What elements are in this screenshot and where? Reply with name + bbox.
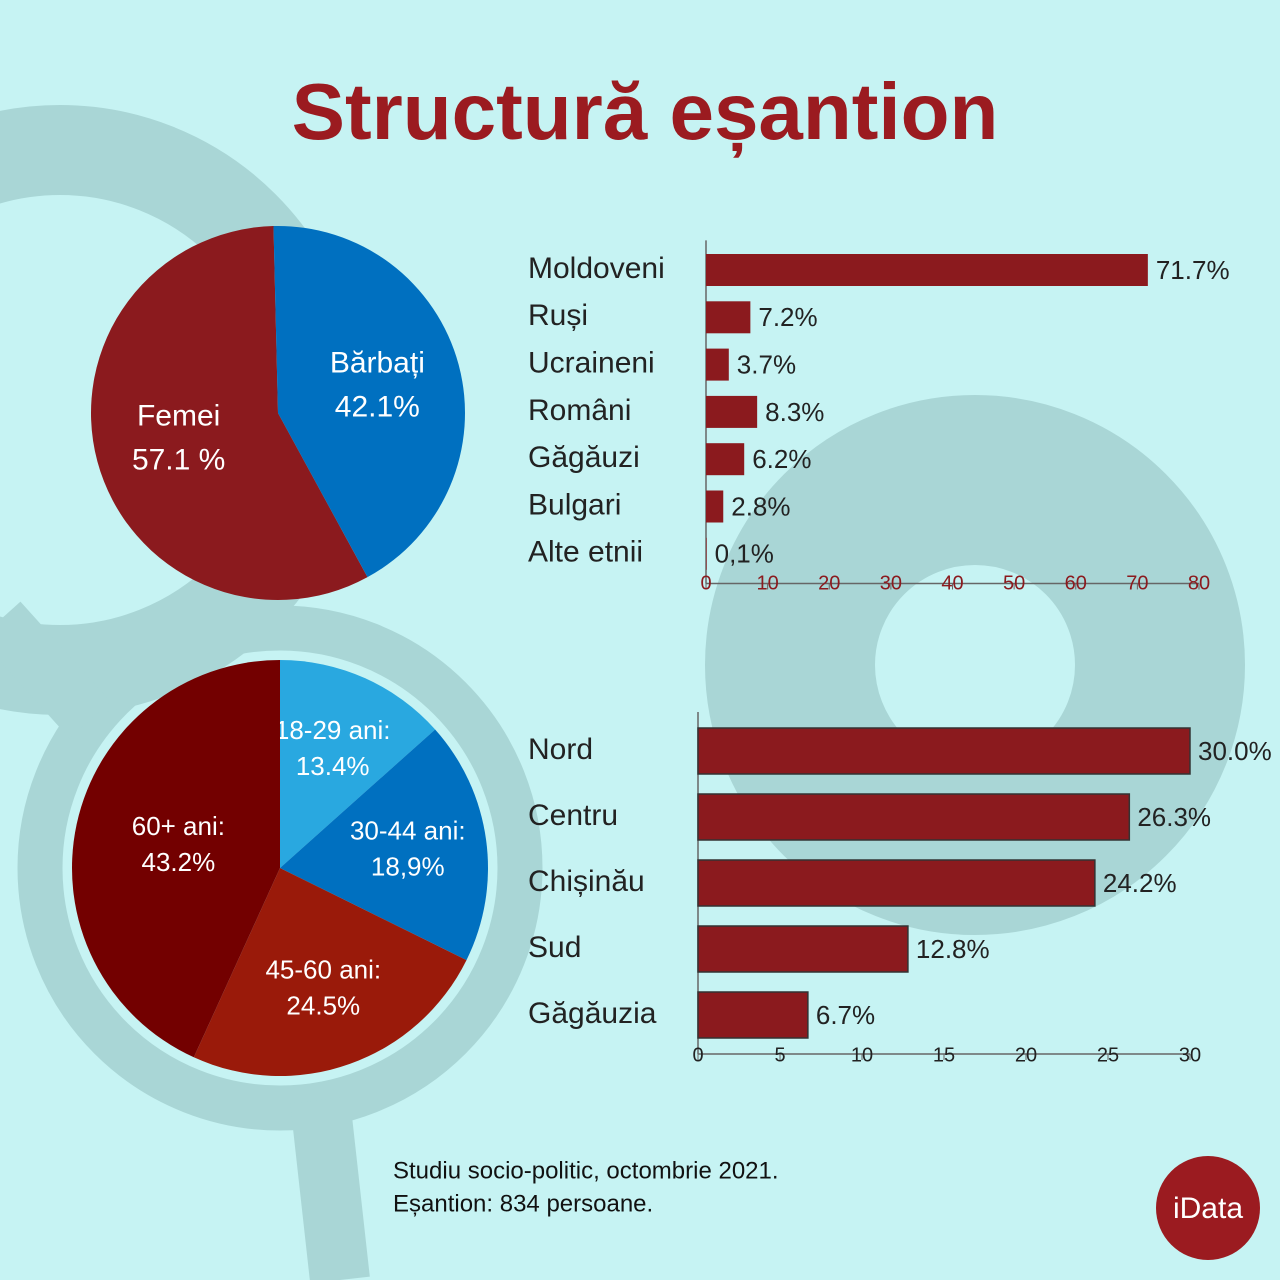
value-label: 8.3%	[765, 397, 824, 427]
pie-slice	[193, 868, 467, 1076]
x-tick-label: 20	[1015, 1044, 1037, 1066]
bar	[706, 490, 724, 523]
footnote: Studiu socio-politic, octombrie 2021.	[393, 1157, 779, 1184]
slice-label: 30-44 ani:	[350, 816, 466, 846]
slice-label: Femei	[137, 400, 220, 433]
bar	[706, 395, 758, 428]
category-label: Chișinău	[528, 865, 645, 898]
bar	[697, 925, 909, 973]
pie-slice	[72, 660, 280, 1058]
value-label: 12.8%	[916, 934, 990, 964]
bar	[697, 793, 1131, 841]
x-tick-label: 20	[818, 572, 840, 594]
bar	[697, 727, 1191, 775]
value-label: 2.8%	[731, 491, 790, 521]
slice-label: 45-60 ani:	[265, 954, 381, 984]
bar	[706, 254, 1148, 286]
value-label: 3.7%	[737, 349, 796, 379]
x-tick-label: 60	[1065, 572, 1087, 594]
value-label: 71.7%	[1156, 255, 1230, 285]
category-label: Alte etnii	[528, 536, 643, 569]
slice-value: 24.5%	[286, 990, 360, 1020]
slice-value: 42.1%	[335, 390, 420, 423]
value-label: 6.7%	[816, 1000, 875, 1030]
slice-value: 13.4%	[296, 751, 370, 781]
value-label: 30.0%	[1198, 736, 1272, 766]
footnote: Eșantion: 834 persoane.	[393, 1190, 653, 1217]
bar	[706, 348, 729, 381]
logo-badge	[1156, 1156, 1260, 1260]
category-label: Moldoveni	[528, 252, 665, 285]
pie-slice	[273, 226, 465, 578]
slice-value: 43.2%	[141, 847, 215, 877]
x-tick-label: 80	[1188, 572, 1210, 594]
bar	[697, 991, 809, 1039]
decoration	[0, 105, 1245, 1280]
category-label: Români	[528, 394, 631, 427]
pie-slice	[90, 226, 368, 600]
x-tick-label: 5	[774, 1044, 785, 1066]
x-tick-label: 70	[1126, 572, 1148, 594]
category-label: Nord	[528, 733, 593, 766]
x-tick-label: 30	[1179, 1044, 1201, 1066]
x-tick-label: 0	[692, 1044, 703, 1066]
slice-label: 18-29 ani:	[275, 715, 391, 745]
value-label: 24.2%	[1103, 868, 1177, 898]
x-tick-label: 25	[1097, 1044, 1119, 1066]
slice-label: 60+ ani:	[132, 811, 225, 841]
slice-value: 57.1 %	[132, 444, 225, 477]
category-label: Ruși	[528, 299, 588, 332]
x-tick-label: 0	[700, 572, 711, 594]
x-tick-label: 10	[851, 1044, 873, 1066]
category-label: Ucraineni	[528, 347, 655, 380]
slice-value: 18,9%	[371, 852, 445, 882]
category-label: Bulgari	[528, 488, 621, 521]
bar	[706, 443, 745, 476]
category-label: Centru	[528, 799, 618, 832]
category-label: Sud	[528, 931, 581, 964]
x-tick-label: 15	[933, 1044, 955, 1066]
category-label: Găgăuzi	[528, 441, 640, 474]
x-tick-label: 30	[880, 572, 902, 594]
value-label: 0,1%	[715, 539, 774, 569]
title: Structură eșantion	[292, 67, 999, 158]
slice-label: Bărbați	[330, 346, 425, 379]
bar	[706, 537, 707, 570]
x-tick-label: 10	[757, 572, 779, 594]
category-label: Găgăuzia	[528, 997, 657, 1030]
pie-slice	[280, 660, 436, 868]
value-label: 7.2%	[758, 302, 817, 332]
bar	[706, 301, 751, 334]
x-tick-label: 40	[941, 572, 963, 594]
logo: iData	[1173, 1192, 1243, 1225]
value-label: 6.2%	[752, 444, 811, 474]
value-label: 26.3%	[1137, 802, 1211, 832]
pie-slice	[280, 729, 489, 961]
x-tick-label: 50	[1003, 572, 1025, 594]
bar	[697, 859, 1096, 907]
